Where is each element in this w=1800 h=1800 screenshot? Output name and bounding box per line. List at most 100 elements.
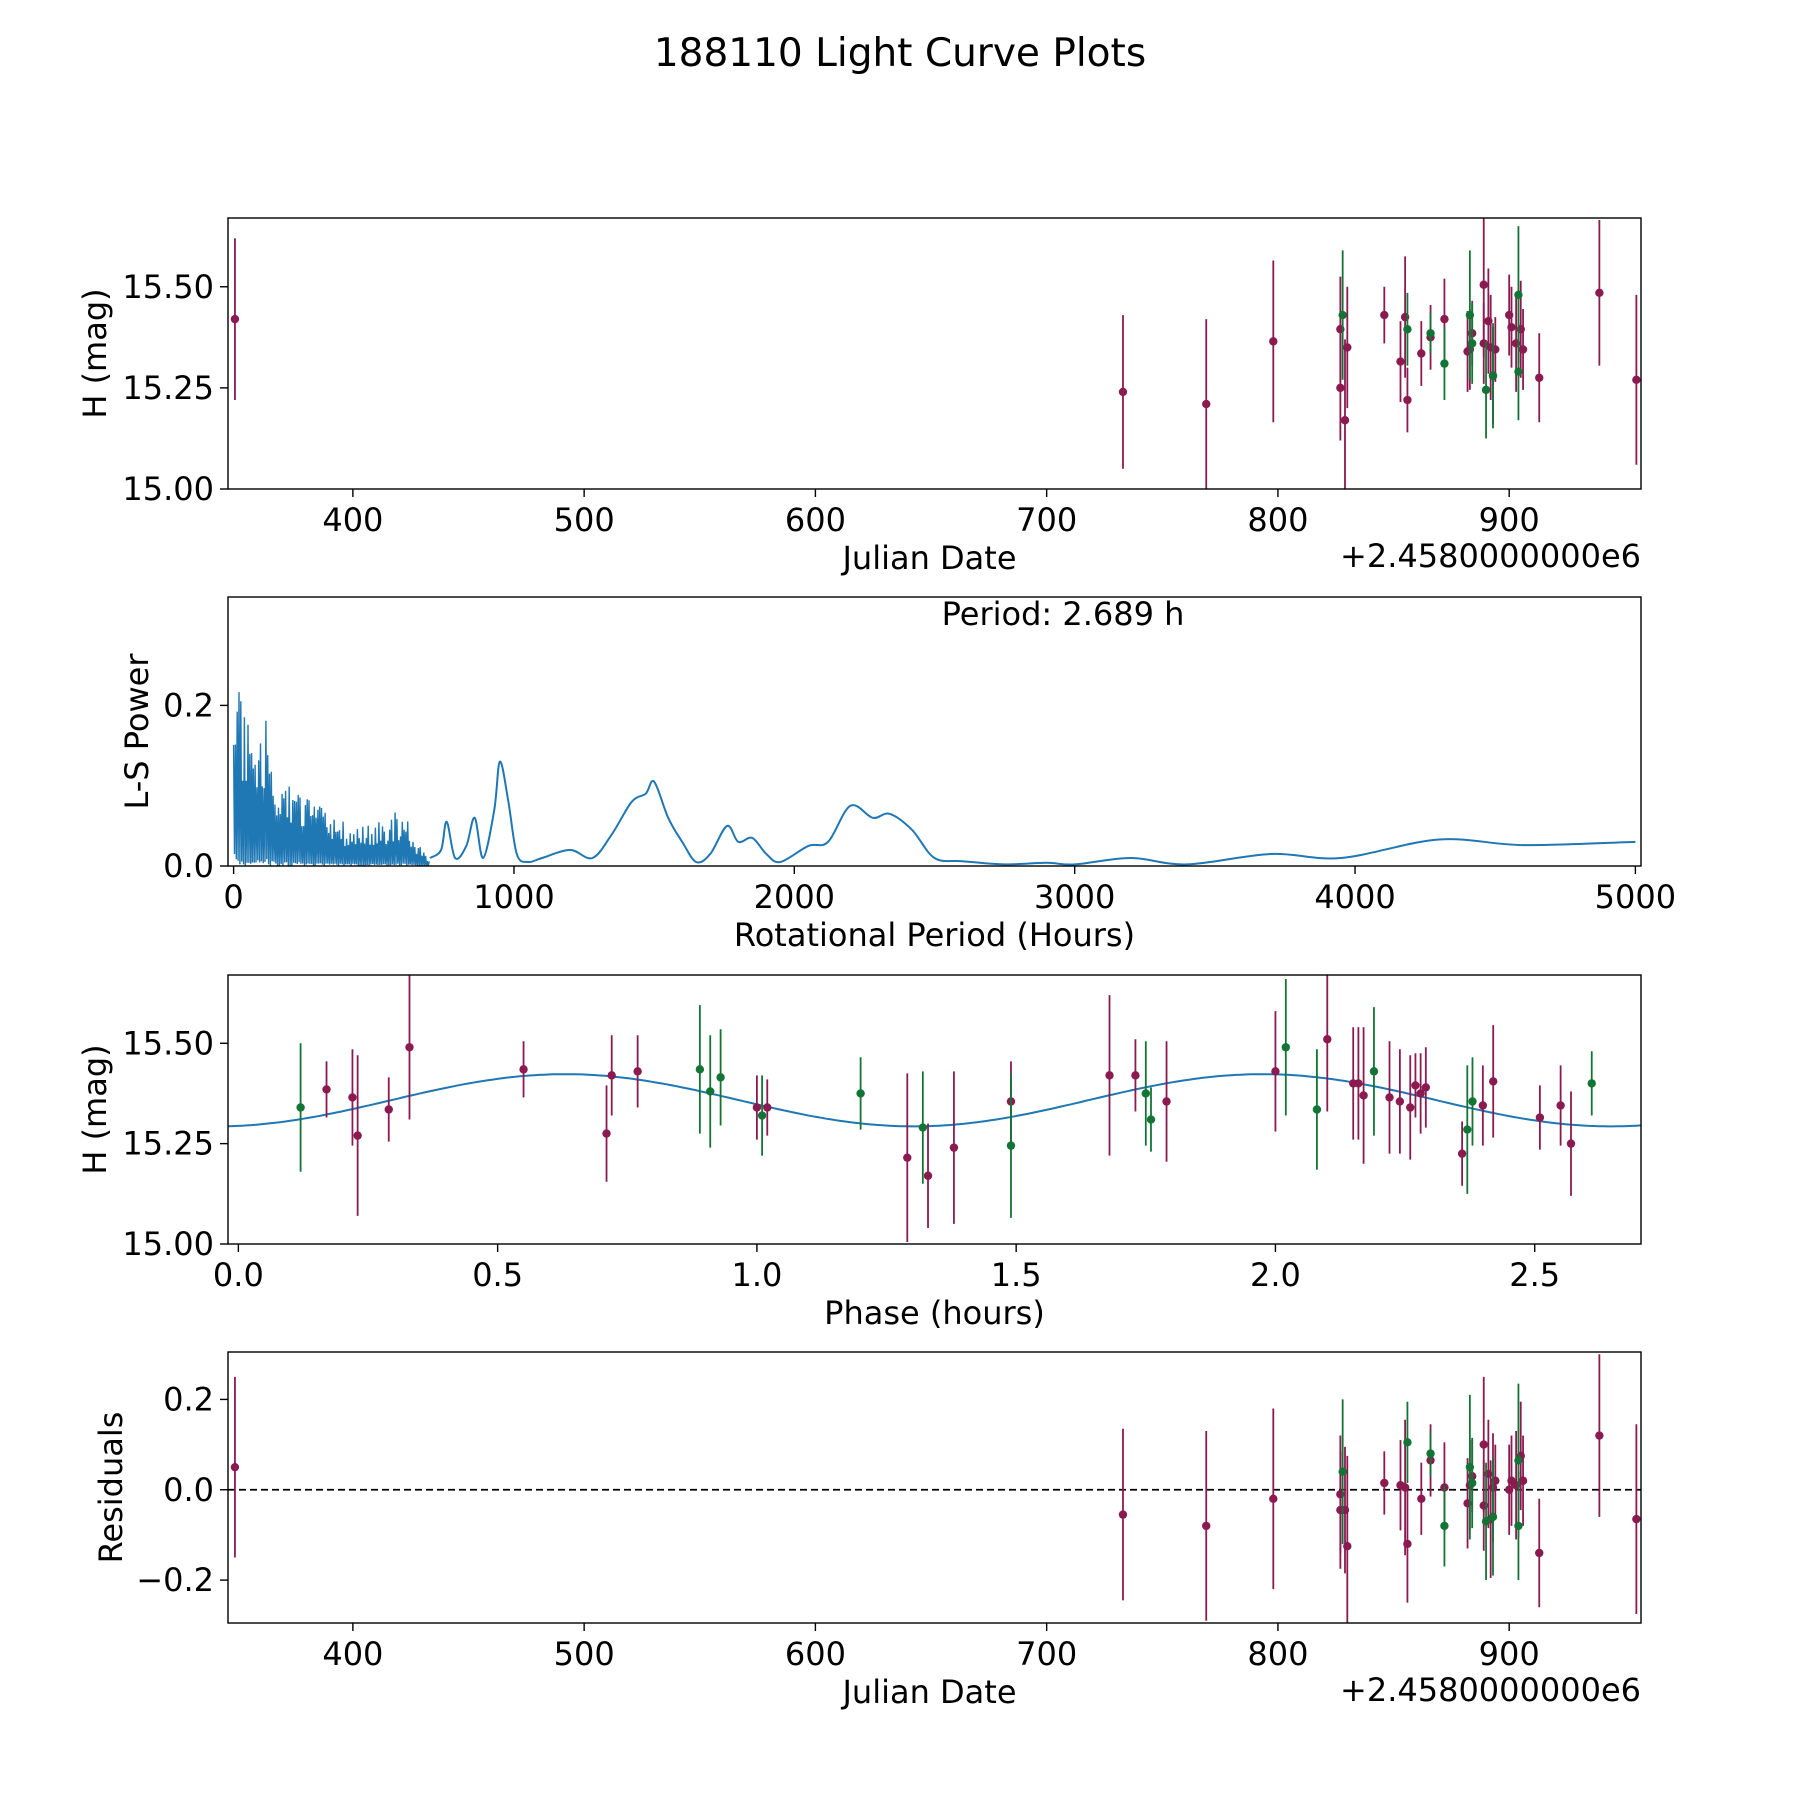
ph-magenta-point (1478, 1101, 1488, 1110)
ph-green-point (1146, 1115, 1156, 1124)
lc-green-point (1403, 325, 1412, 334)
res-magenta-point (1479, 1440, 1488, 1449)
ph-xtick-label: 2.0 (1250, 1256, 1301, 1294)
lc-xtick-label: 600 (785, 501, 846, 539)
ph-ytick-label: 15.50 (122, 1024, 214, 1062)
ph-magenta-point (384, 1105, 393, 1114)
ph-magenta-point (1566, 1139, 1576, 1148)
ph-magenta-point (1535, 1113, 1545, 1122)
ph-green-point (1281, 1043, 1291, 1052)
lc-green-point (1467, 339, 1477, 348)
ph-axes-frame (227, 974, 1642, 1245)
ls-plot-area (232, 692, 1636, 866)
lc-panel: 400 500 600 700 800 900 15.00 15.25 15.50 Julian … (76, 217, 1642, 577)
ph-magenta-point (752, 1103, 762, 1112)
ls-xtick-label: 2000 (754, 878, 835, 916)
lc-xtick-label: 400 (322, 501, 383, 539)
lc-magenta-point (1340, 416, 1350, 425)
ph-magenta-point (1489, 1077, 1498, 1086)
lc-magenta-point (1336, 383, 1345, 393)
res-green-point (1514, 1456, 1523, 1465)
ph-green-point (1468, 1097, 1477, 1106)
lc-magenta-point (1380, 310, 1389, 320)
res-xtick-label: 400 (322, 1635, 383, 1673)
ph-magenta-point (519, 1065, 528, 1074)
res-green-point (1403, 1438, 1412, 1447)
res-magenta-point (1269, 1494, 1278, 1503)
lc-axes-frame (227, 217, 1642, 490)
res-xtick-label: 600 (785, 1635, 846, 1673)
ph-model-curve (228, 1073, 1641, 1128)
ls-annotation: Period: 2.689 h (942, 595, 1185, 633)
ph-magenta-point (1421, 1083, 1431, 1092)
figure-title: 188110 Light Curve Plots (654, 31, 1146, 76)
ls-ytick-label: 0.2 (163, 686, 214, 724)
ph-ytick-label: 15.00 (122, 1225, 214, 1263)
res-magenta-point (230, 1462, 240, 1472)
lc-xtick-label: 700 (1016, 501, 1077, 539)
res-plot-area (228, 1354, 1641, 1623)
res-magenta-point (1535, 1548, 1544, 1558)
ls-xlabel: Rotational Period (Hours) (734, 916, 1135, 954)
res-magenta-point (1118, 1510, 1128, 1519)
res-magenta-point (1380, 1478, 1389, 1488)
ph-xtick-label: 1.0 (731, 1256, 782, 1294)
ph-magenta-point (633, 1067, 642, 1076)
ph-panel: 0.0 0.5 1.0 1.5 2.0 2.5 15.00 15.25 15.50 Phase (… (76, 974, 1642, 1332)
ph-magenta-point (1406, 1103, 1415, 1112)
lc-magenta-point (1202, 399, 1211, 409)
ph-magenta-point (405, 1043, 414, 1052)
res-green-point (1514, 1521, 1523, 1531)
res-magenta-point (1518, 1476, 1528, 1485)
res-ytick-label: −0.2 (136, 1561, 214, 1599)
ph-ylabel: H (mag) (76, 1044, 114, 1174)
res-axes-frame (227, 1351, 1642, 1624)
lc-plot-area (230, 218, 1641, 489)
ph-magenta-point (1131, 1071, 1140, 1080)
res-xlabel: Julian Date (840, 1673, 1016, 1711)
res-green-point (1488, 1512, 1498, 1522)
ph-green-point (757, 1111, 767, 1120)
lc-magenta-point (230, 314, 240, 324)
lc-magenta-point (1417, 349, 1426, 358)
ls-axes-frame (227, 596, 1642, 867)
lc-xtick-label: 500 (554, 501, 615, 539)
lc-green-point (1514, 367, 1523, 376)
ph-green-point (716, 1073, 725, 1082)
ph-magenta-point (1385, 1093, 1394, 1102)
ph-ytick-label: 15.25 (122, 1125, 214, 1163)
ph-magenta-point (903, 1153, 912, 1162)
ls-xtick-label: 5000 (1595, 878, 1676, 916)
lc-magenta-point (1440, 314, 1449, 324)
ph-magenta-point (1395, 1097, 1405, 1106)
ph-magenta-point (949, 1143, 959, 1152)
ph-xlabel: Phase (hours) (824, 1294, 1045, 1332)
res-xtick-label: 900 (1479, 1635, 1540, 1673)
lc-green-point (1338, 310, 1347, 320)
lc-magenta-point (1632, 375, 1641, 384)
ph-green-point (1006, 1141, 1016, 1150)
ph-magenta-point (322, 1085, 331, 1094)
ph-green-point (856, 1089, 865, 1098)
ph-magenta-point (923, 1171, 933, 1180)
res-magenta-point (1417, 1494, 1426, 1503)
res-magenta-point (1595, 1431, 1604, 1440)
ls-dense-peaks (232, 692, 430, 866)
lc-xtick-label: 800 (1247, 501, 1308, 539)
res-magenta-point (1403, 1539, 1412, 1549)
ph-green-point (1587, 1079, 1596, 1088)
lc-green-point (1440, 359, 1449, 368)
res-xtick-label: 500 (554, 1635, 615, 1673)
ph-green-point (1312, 1105, 1322, 1114)
lc-ytick-label: 15.25 (122, 369, 214, 407)
ph-magenta-point (602, 1129, 611, 1138)
lc-magenta-point (1343, 343, 1352, 352)
ph-magenta-point (1556, 1101, 1565, 1110)
ph-magenta-point (1411, 1081, 1420, 1090)
ph-green-point (918, 1123, 928, 1132)
lc-magenta-point (1118, 387, 1128, 397)
lc-green-point (1514, 290, 1523, 300)
ph-xtick-label: 0.0 (213, 1256, 264, 1294)
ph-green-point (695, 1065, 705, 1074)
